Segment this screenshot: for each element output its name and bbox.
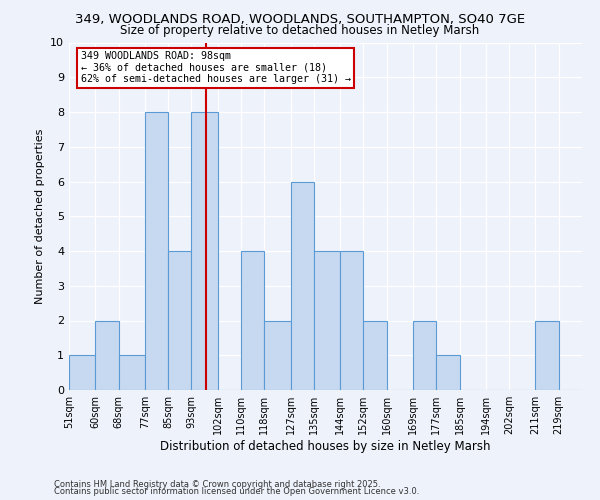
Y-axis label: Number of detached properties: Number of detached properties [35,128,44,304]
Bar [340,251,364,390]
Text: Contains public sector information licensed under the Open Government Licence v3: Contains public sector information licen… [54,487,419,496]
Text: Contains HM Land Registry data © Crown copyright and database right 2025.: Contains HM Land Registry data © Crown c… [54,480,380,489]
Bar [290,182,314,390]
Bar [119,355,145,390]
Bar [95,320,119,390]
Bar [69,355,95,390]
Bar [314,251,340,390]
Text: 349, WOODLANDS ROAD, WOODLANDS, SOUTHAMPTON, SO40 7GE: 349, WOODLANDS ROAD, WOODLANDS, SOUTHAMP… [75,12,525,26]
Bar [535,320,559,390]
Bar [413,320,436,390]
X-axis label: Distribution of detached houses by size in Netley Marsh: Distribution of detached houses by size … [160,440,491,453]
Text: Size of property relative to detached houses in Netley Marsh: Size of property relative to detached ho… [121,24,479,37]
Bar [241,251,264,390]
Bar [168,251,191,390]
Text: 349 WOODLANDS ROAD: 98sqm
← 36% of detached houses are smaller (18)
62% of semi-: 349 WOODLANDS ROAD: 98sqm ← 36% of detac… [80,51,350,84]
Bar [191,112,218,390]
Bar [436,355,460,390]
Bar [364,320,387,390]
Bar [145,112,168,390]
Bar [264,320,290,390]
